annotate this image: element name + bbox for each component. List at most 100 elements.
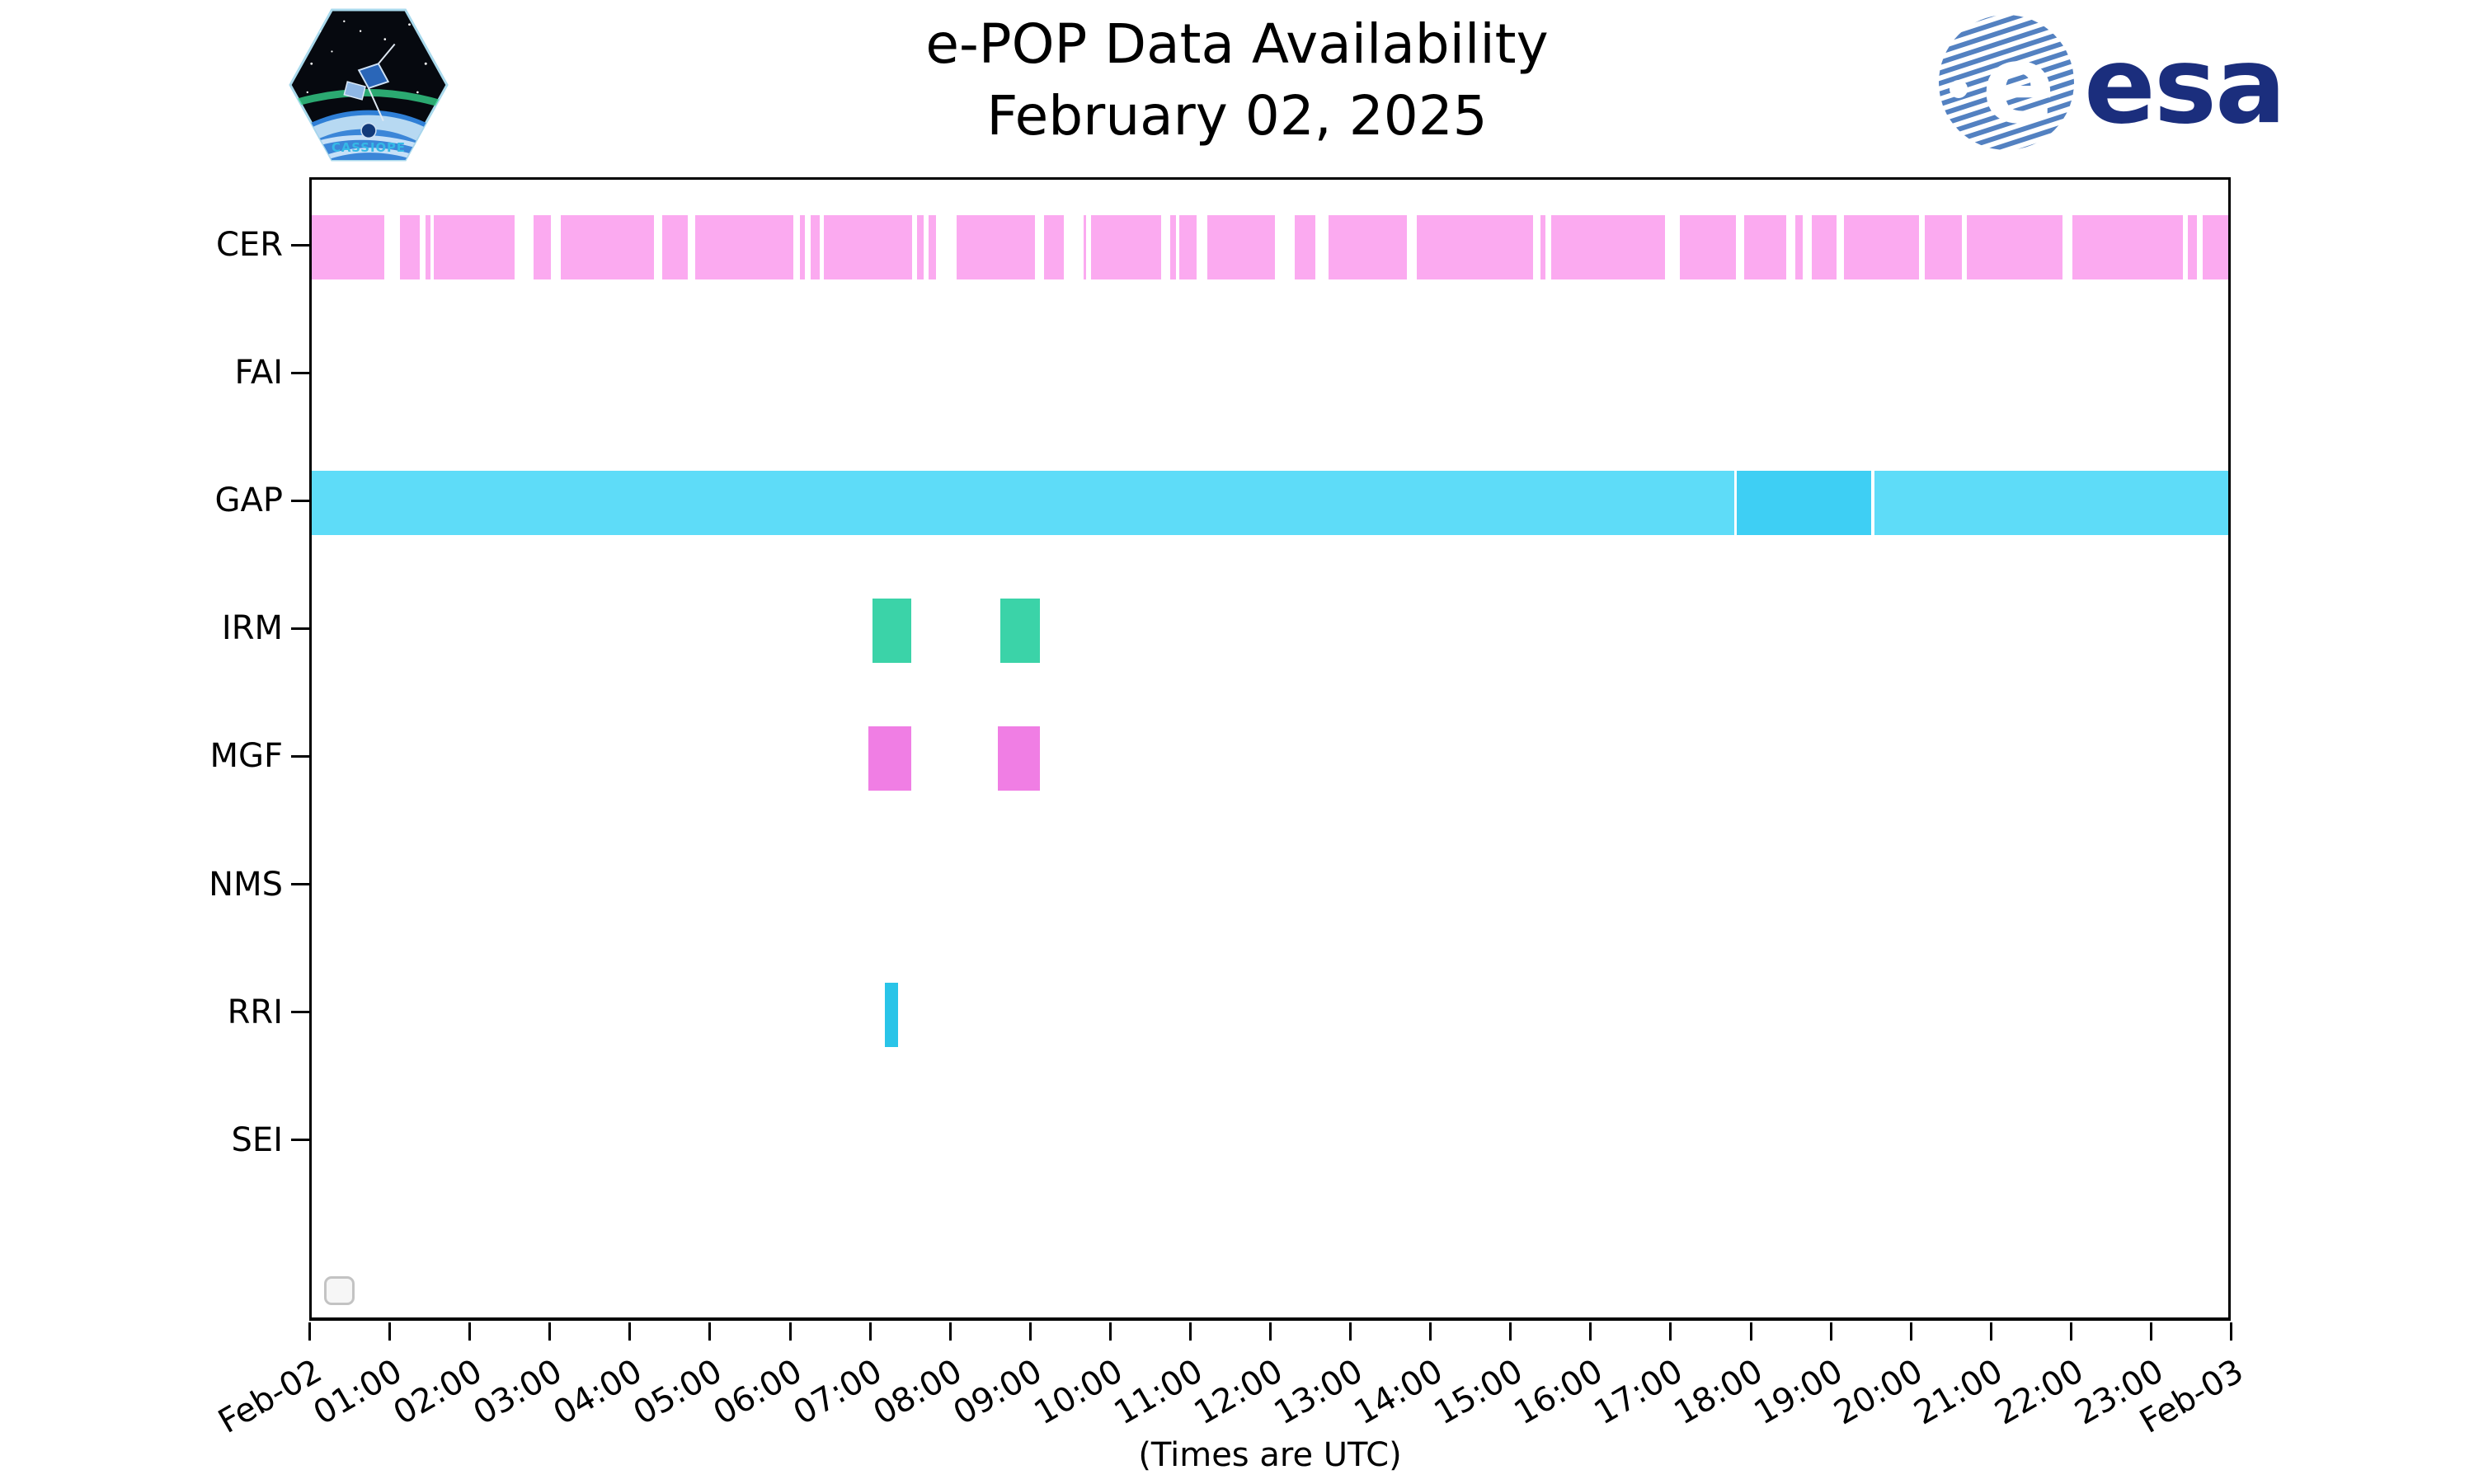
esa-globe-e: e [1982, 21, 2056, 148]
availability-segment-cer [1925, 215, 1962, 279]
y-label-fai: FAI [234, 354, 284, 392]
x-label: 04:00 [547, 1352, 649, 1433]
availability-segment-cer [1169, 215, 1176, 279]
esa-globe: e [1939, 15, 2074, 150]
x-label: 19:00 [1747, 1352, 1850, 1433]
availability-segment-cer [312, 215, 385, 279]
row-sei [312, 1111, 2228, 1175]
x-label: 16:00 [1507, 1352, 1610, 1433]
x-tick [788, 1322, 792, 1341]
y-label-gap: GAP [214, 481, 283, 520]
x-tick [1429, 1322, 1432, 1341]
availability-segment-cer [434, 215, 515, 279]
availability-segment-rri [885, 982, 898, 1047]
availability-segment-cer [1967, 215, 2062, 279]
x-tick [1269, 1322, 1272, 1341]
availability-segment-cer [1679, 215, 1736, 279]
x-tick [708, 1322, 712, 1341]
cassiope-patch-label: CASSIOPE [332, 141, 406, 155]
y-label-sei: SEI [231, 1120, 283, 1159]
esa-wordmark: esa [2084, 25, 2284, 148]
x-label: 18:00 [1667, 1352, 1770, 1433]
x-label: 11:00 [1108, 1352, 1209, 1433]
availability-segment-cer [916, 215, 924, 279]
availability-segment-cer [957, 215, 1036, 279]
availability-segment-mgf [997, 726, 1041, 791]
availability-segment-cer [425, 215, 431, 279]
x-tick [308, 1322, 311, 1341]
x-axis-caption: (Times are UTC) [1138, 1436, 1402, 1474]
availability-segment-cer [2203, 215, 2228, 279]
availability-segment-cer [1178, 215, 1197, 279]
x-tick [1589, 1322, 1592, 1341]
availability-segment-irm [872, 599, 912, 664]
availability-segment-cer [823, 215, 913, 279]
availability-segment-cer [1091, 215, 1162, 279]
y-label-rri: RRI [227, 993, 283, 1031]
x-tick [948, 1322, 952, 1341]
x-label: 05:00 [627, 1352, 729, 1433]
x-label: 01:00 [307, 1352, 409, 1433]
availability-segment-gap [1874, 471, 2228, 536]
x-label: 06:00 [707, 1352, 809, 1433]
availability-segment-cer [2187, 215, 2198, 279]
x-tick [1028, 1322, 1032, 1341]
x-axis-ticks [308, 1322, 2232, 1347]
y-label-nms: NMS [209, 865, 283, 904]
x-tick [628, 1322, 632, 1341]
availability-segment-gap [1737, 471, 1872, 536]
x-tick [548, 1322, 552, 1341]
availability-segment-cer [534, 215, 552, 279]
legend-box [324, 1276, 355, 1305]
x-label: 09:00 [947, 1352, 1049, 1433]
availability-segment-cer [1206, 215, 1275, 279]
y-tick-cer [291, 243, 309, 247]
x-tick [1669, 1322, 1672, 1341]
row-rri [312, 982, 2228, 1047]
y-tick-mgf [291, 754, 309, 758]
row-cer [312, 215, 2228, 279]
x-tick [868, 1322, 872, 1341]
availability-segment-cer [1795, 215, 1803, 279]
x-tick [388, 1322, 392, 1341]
availability-segment-cer [1043, 215, 1065, 279]
availability-segment-cer [1417, 215, 1533, 279]
row-nms [312, 855, 2228, 919]
x-label: 22:00 [1987, 1352, 2090, 1433]
row-mgf [312, 726, 2228, 791]
y-label-mgf: MGF [209, 737, 283, 776]
x-tick [1989, 1322, 1992, 1341]
x-label: 08:00 [867, 1352, 969, 1433]
availability-segment-cer [1084, 215, 1087, 279]
availability-segment-cer [799, 215, 806, 279]
y-tick-irm [291, 627, 309, 630]
starfield [306, 20, 427, 94]
earth-cloud-swirl [310, 134, 423, 161]
y-tick-rri [291, 1011, 309, 1014]
availability-segment-cer [1550, 215, 1666, 279]
availability-segment-cer [1328, 215, 1407, 279]
availability-segment-cer [928, 215, 937, 279]
x-label: 07:00 [787, 1352, 889, 1433]
x-label: 20:00 [1827, 1352, 1930, 1433]
x-label: 12:00 [1188, 1352, 1289, 1433]
satellite [343, 43, 396, 121]
x-tick [1188, 1322, 1192, 1341]
x-tick [1749, 1322, 1752, 1341]
aurora-arc [294, 88, 445, 109]
chart-subtitle: February 02, 2025 [986, 84, 1488, 148]
x-tick [1349, 1322, 1352, 1341]
x-label: 14:00 [1348, 1352, 1450, 1433]
availability-segment-cer [1744, 215, 1786, 279]
x-label: 21:00 [1907, 1352, 2010, 1433]
y-label-cer: CER [216, 226, 283, 264]
cassiope-mission-patch: CASSIOPE [289, 8, 449, 162]
chart-title-block: e-POP Data Availability February 02, 202… [0, 8, 2474, 152]
row-irm [312, 599, 2228, 664]
availability-segment-cer [2072, 215, 2183, 279]
plot-area [309, 177, 2231, 1321]
x-label: 15:00 [1427, 1352, 1530, 1433]
x-label: 17:00 [1587, 1352, 1690, 1433]
chart-title: e-POP Data Availability [925, 12, 1549, 76]
y-tick-sei [291, 1139, 309, 1142]
